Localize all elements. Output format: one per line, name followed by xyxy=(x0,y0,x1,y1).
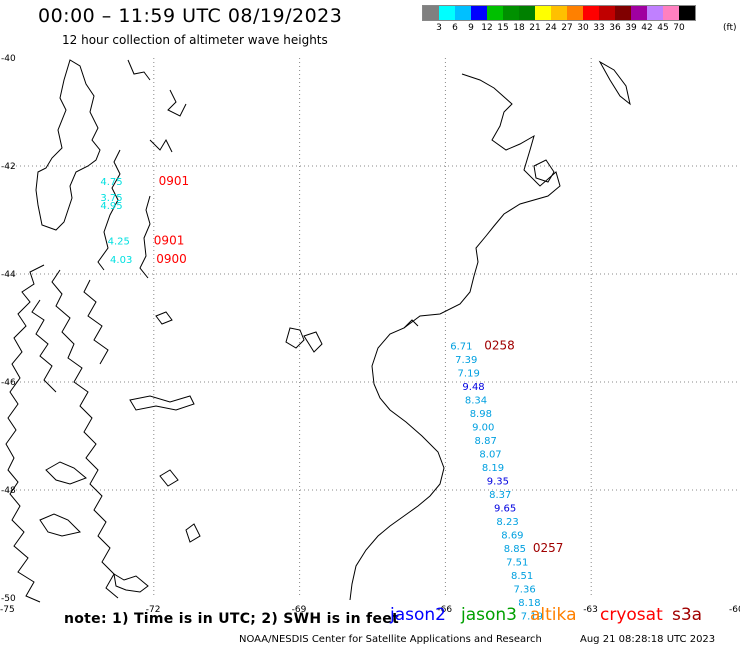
lat-label: -42 xyxy=(1,162,16,172)
legend-tick-label: 15 xyxy=(497,23,509,33)
legend-swatch xyxy=(663,6,679,20)
lat-label: -50 xyxy=(1,594,16,604)
legend-swatch xyxy=(647,6,663,20)
lat-label: -48 xyxy=(1,486,16,496)
wave-height-value: 4.25 xyxy=(108,236,130,247)
wave-height-value: 8.23 xyxy=(496,517,518,528)
legend-color-bar xyxy=(422,5,696,21)
legend-tick-label: 3 xyxy=(436,23,442,33)
legend-tick-label: 9 xyxy=(468,23,474,33)
map-frame xyxy=(7,57,738,599)
wave-height-value: 4.03 xyxy=(110,255,132,266)
legend-tick-label: 33 xyxy=(593,23,605,33)
legend-swatch xyxy=(471,6,487,20)
wave-height-value: 7.19 xyxy=(458,369,480,380)
legend-swatch xyxy=(551,6,567,20)
legend-swatch xyxy=(423,6,439,20)
wave-height-value: 8.07 xyxy=(479,450,501,461)
legend-swatch xyxy=(487,6,503,20)
pass-time-label: 0901 xyxy=(154,233,185,247)
wave-height-value: 6.71 xyxy=(450,342,472,353)
wave-height-value: 3.75 xyxy=(100,193,122,204)
wave-height-value: 8.18 xyxy=(518,598,540,609)
legend-ticks: (ft) 3 6 9 12 15 18 21 24 27 30 33 36 39 42 45 70 xyxy=(422,21,736,35)
satellite-name-altika: altika xyxy=(530,605,577,625)
lon-label: -69 xyxy=(292,605,307,615)
legend-tick-label: 6 xyxy=(452,23,458,33)
page-title: 00:00 – 11:59 UTC 08/19/2023 xyxy=(38,5,343,27)
lat-label: -46 xyxy=(1,378,16,388)
wave-height-value: 8.69 xyxy=(501,531,523,542)
legend-swatch xyxy=(583,6,599,20)
satellite-name-jason3: jason3 xyxy=(461,605,517,625)
legend-tick-label: 18 xyxy=(513,23,525,33)
wave-height-value: 4.75 xyxy=(100,177,122,188)
satellite-name-cryosat: cryosat xyxy=(600,605,663,625)
wave-height-value: 8.34 xyxy=(465,396,487,407)
legend-tick-label: 30 xyxy=(577,23,589,33)
coastline xyxy=(5,59,631,603)
pass-time-label: 0257 xyxy=(533,541,564,555)
legend-swatch xyxy=(455,6,471,20)
legend-swatch xyxy=(567,6,583,20)
wave-height-value: 7.51 xyxy=(506,558,528,569)
axis-labels: -40 -42 -44 -46 -48 -50-75 -72 -69 -66 -63 -60 xyxy=(0,54,740,615)
wave-height-value: 8.98 xyxy=(470,409,492,420)
legend-swatch xyxy=(615,6,631,20)
wave-height-value: 8.85 xyxy=(504,544,526,555)
legend-unit: (ft) xyxy=(723,23,737,33)
legend-tick-label: 21 xyxy=(529,23,541,33)
lon-label: -72 xyxy=(146,605,161,615)
legend-swatch xyxy=(679,6,695,20)
pass-time-label: 0900 xyxy=(156,252,187,266)
wave-height-value: 8.87 xyxy=(475,436,497,447)
legend-swatch xyxy=(439,6,455,20)
satellite-name-jason2: jason2 xyxy=(390,605,446,625)
legend-swatch xyxy=(599,6,615,20)
legend-tick-label: 42 xyxy=(641,23,653,33)
wave-height-value: 9.65 xyxy=(494,504,516,515)
wave-height-value: 4.95 xyxy=(100,201,122,212)
legend-tick-label: 70 xyxy=(673,23,685,33)
wave-height-value: 9.48 xyxy=(462,382,484,393)
legend-tick-label: 45 xyxy=(657,23,669,33)
legend-tick-label: 27 xyxy=(561,23,573,33)
lon-label: -63 xyxy=(583,605,598,615)
lon-label: -66 xyxy=(437,605,452,615)
pass-time-label: 0258 xyxy=(484,339,515,353)
wave-height-value: 7.39 xyxy=(455,355,477,366)
wave-height-marks: 4.75 3.754.95 4.25 4.03 6.71 7.39 7.19 9.48 8.34… xyxy=(100,174,563,623)
legend-swatch xyxy=(503,6,519,20)
legend-tick-label: 39 xyxy=(625,23,637,33)
wave-height-value: 8.51 xyxy=(511,571,533,582)
lat-label: -44 xyxy=(1,270,16,280)
footer-timestamp: Aug 21 08:28:18 UTC 2023 xyxy=(580,634,716,645)
map-grid xyxy=(7,57,738,599)
wave-height-value: 9.35 xyxy=(487,477,509,488)
legend-tick-label: 12 xyxy=(481,23,493,33)
footer-credit: NOAA/NESDIS Center for Satellite Applica… xyxy=(239,634,542,645)
wave-height-value: 7.36 xyxy=(513,585,535,596)
lat-label: -40 xyxy=(1,54,16,64)
legend-swatch xyxy=(535,6,551,20)
legend-swatch xyxy=(631,6,647,20)
satellite-name-s3a: s3a xyxy=(672,605,703,625)
lon-label: -75 xyxy=(0,605,15,615)
pass-time-label: 0901 xyxy=(159,174,190,188)
lon-label: -60 xyxy=(729,605,740,615)
legend-tick-label: 24 xyxy=(545,23,557,33)
legend-swatch xyxy=(519,6,535,20)
page-subtitle: 12 hour collection of altimeter wave hei… xyxy=(62,33,328,47)
wave-height-value: 9.00 xyxy=(472,423,494,434)
wave-height-value: 7.19 xyxy=(521,612,543,623)
legend-tick-label: 36 xyxy=(609,23,621,33)
wave-height-value: 8.37 xyxy=(489,490,511,501)
wave-height-value: 8.19 xyxy=(482,463,504,474)
color-legend: (ft) 3 6 9 12 15 18 21 24 27 30 33 36 39 42 45 70 xyxy=(422,5,737,35)
footnote: note: 1) Time is in UTC; 2) SWH is in fe… xyxy=(64,611,400,627)
